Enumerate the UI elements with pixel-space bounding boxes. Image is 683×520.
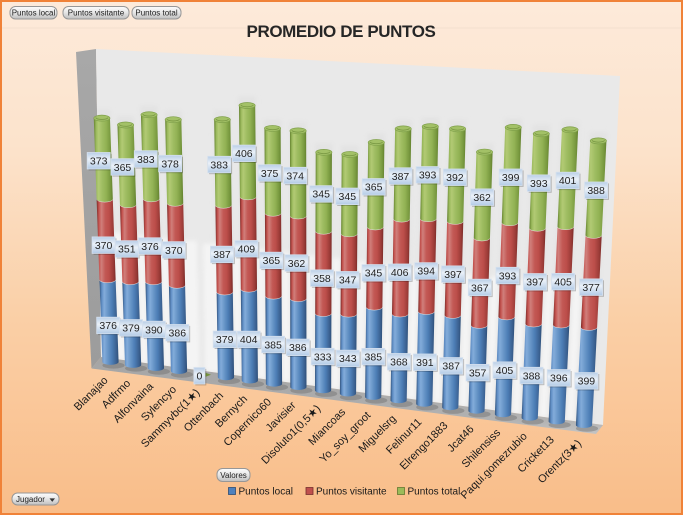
svg-text:367: 367 [471, 282, 489, 294]
svg-text:343: 343 [339, 353, 357, 365]
svg-text:351: 351 [118, 244, 136, 256]
svg-text:365: 365 [114, 162, 132, 174]
svg-text:377: 377 [582, 282, 600, 294]
svg-text:385: 385 [365, 352, 383, 364]
svg-text:383: 383 [210, 159, 228, 171]
svg-text:Puntos visitante: Puntos visitante [68, 9, 125, 18]
svg-text:373: 373 [90, 156, 108, 168]
svg-text:399: 399 [502, 172, 520, 184]
svg-text:Jugador: Jugador [16, 495, 45, 504]
svg-text:345: 345 [339, 191, 357, 203]
svg-text:386: 386 [289, 342, 307, 354]
svg-text:393: 393 [419, 170, 437, 182]
svg-text:394: 394 [417, 266, 435, 278]
svg-text:PROMEDIO DE PUNTOS: PROMEDIO DE PUNTOS [247, 22, 436, 41]
svg-text:357: 357 [469, 368, 487, 380]
svg-text:406: 406 [235, 148, 253, 160]
svg-text:404: 404 [240, 334, 258, 346]
svg-text:399: 399 [578, 376, 596, 388]
svg-text:379: 379 [216, 334, 234, 346]
svg-text:390: 390 [145, 324, 163, 336]
svg-text:Valores: Valores [220, 471, 247, 480]
svg-text:370: 370 [95, 240, 113, 252]
svg-text:392: 392 [446, 172, 464, 184]
svg-text:333: 333 [314, 351, 332, 363]
svg-text:365: 365 [263, 255, 281, 267]
svg-text:347: 347 [339, 275, 357, 287]
svg-text:397: 397 [526, 277, 544, 289]
svg-text:396: 396 [550, 373, 568, 385]
svg-text:Puntos total: Puntos total [408, 487, 461, 498]
svg-text:401: 401 [559, 175, 577, 187]
svg-text:391: 391 [416, 357, 434, 369]
svg-text:362: 362 [473, 192, 491, 204]
svg-text:387: 387 [213, 249, 231, 261]
svg-text:385: 385 [264, 339, 282, 351]
svg-text:370: 370 [165, 245, 183, 257]
svg-text:388: 388 [523, 370, 541, 382]
svg-text:365: 365 [365, 182, 383, 194]
svg-text:Puntos visitante: Puntos visitante [316, 487, 387, 498]
svg-text:379: 379 [122, 323, 140, 335]
svg-text:362: 362 [288, 258, 306, 270]
svg-text:Puntos total: Puntos total [135, 9, 177, 18]
svg-text:387: 387 [442, 361, 460, 373]
svg-text:393: 393 [499, 270, 517, 282]
svg-text:345: 345 [365, 268, 383, 280]
svg-text:345: 345 [312, 189, 330, 201]
svg-text:Puntos local: Puntos local [239, 487, 293, 498]
svg-text:393: 393 [530, 178, 548, 190]
svg-text:405: 405 [496, 365, 514, 377]
svg-text:387: 387 [392, 171, 410, 183]
svg-text:386: 386 [169, 328, 187, 340]
svg-text:374: 374 [286, 170, 304, 182]
svg-text:Puntos local: Puntos local [12, 9, 56, 18]
svg-text:383: 383 [137, 154, 155, 166]
svg-text:378: 378 [161, 158, 179, 170]
svg-text:376: 376 [141, 241, 159, 253]
svg-text:388: 388 [587, 185, 605, 197]
svg-text:358: 358 [313, 273, 331, 285]
svg-text:409: 409 [238, 244, 256, 256]
svg-text:397: 397 [444, 269, 462, 281]
svg-text:375: 375 [261, 168, 279, 180]
svg-text:0: 0 [196, 371, 202, 383]
svg-text:368: 368 [390, 357, 408, 369]
svg-text:406: 406 [391, 267, 409, 279]
svg-text:405: 405 [554, 277, 572, 289]
svg-text:376: 376 [99, 320, 117, 332]
